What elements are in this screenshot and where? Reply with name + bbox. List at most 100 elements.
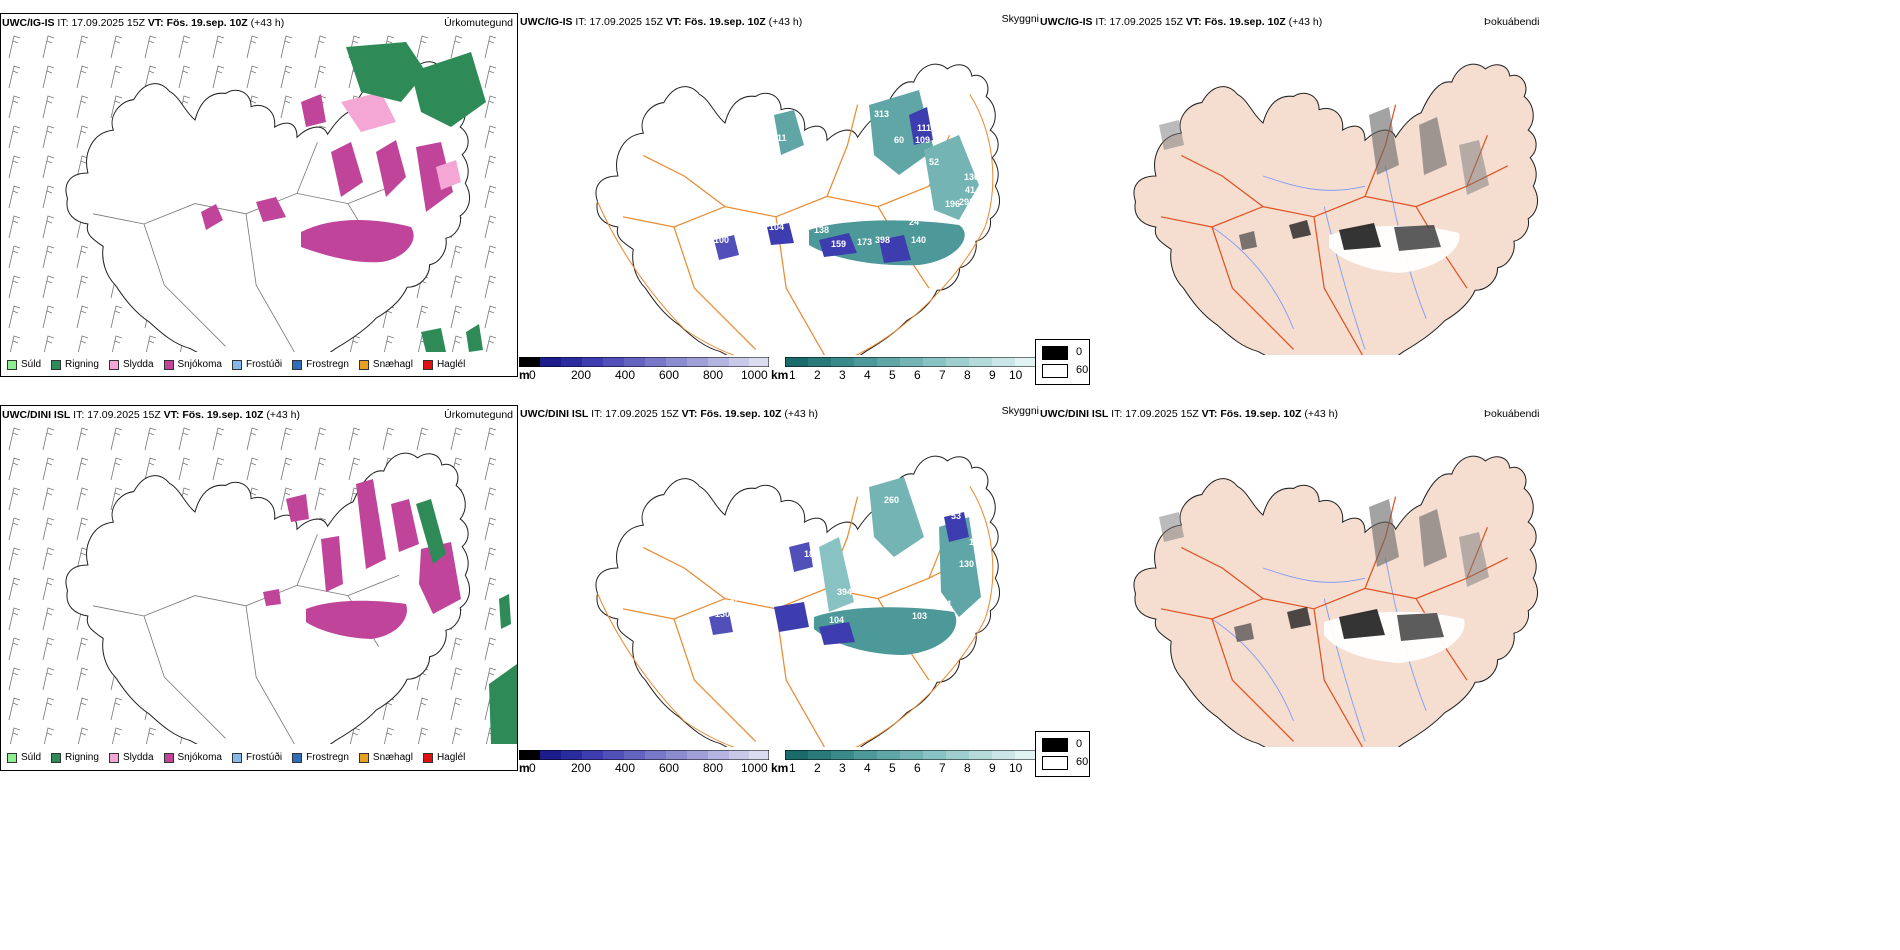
legend-swatch — [422, 752, 433, 763]
visibility-tick: 2 — [814, 761, 821, 775]
ceiling-label: 260 — [884, 495, 899, 505]
height-tick: 1000 — [741, 761, 768, 775]
legend-item: Haglél — [422, 359, 465, 370]
ceiling-label: 130 — [959, 559, 974, 569]
rain-area — [489, 664, 517, 744]
legend-label: Frostregn — [306, 359, 349, 370]
legend-item: Frostúði — [231, 359, 282, 370]
legend-swatch — [358, 359, 369, 370]
legend-label: Slydda — [122, 359, 154, 370]
precip-legend: Súld Rigning Slydda Snjókoma Frostúði Fr… — [7, 359, 465, 370]
snow-band — [301, 220, 414, 263]
vt-value: Fös. 19.sep. 10Z — [182, 409, 264, 421]
legend-label: Rigning — [65, 359, 99, 370]
legend-item: Súld — [7, 752, 41, 763]
snow-cell — [263, 589, 281, 606]
visibility-tick: 5 — [889, 368, 896, 382]
ceiling-low — [709, 612, 733, 635]
low-cloud — [774, 110, 804, 155]
legend-swatch — [108, 752, 119, 763]
road-ring — [597, 94, 994, 355]
vt-value: Fös. 19.sep. 10Z — [684, 16, 766, 28]
iceland-outline — [1133, 455, 1539, 747]
lead-time: (+43 h) — [784, 408, 818, 420]
legend-swatch — [231, 752, 242, 763]
it-label: IT: — [1111, 408, 1123, 420]
snow-band — [306, 600, 407, 639]
rain-area — [411, 52, 486, 127]
legend-item: Frostúði — [231, 752, 282, 763]
it-label: IT: — [575, 16, 587, 28]
fog-grey — [1459, 140, 1489, 195]
ceiling-label: 10 — [729, 219, 739, 229]
legend-label: Haglél — [436, 752, 466, 763]
low-cloud — [924, 135, 979, 220]
visibility-tick: 6 — [914, 761, 921, 775]
height-tick: 0 — [529, 368, 536, 382]
height-colorbar: m 0 200 400 600 800 1000 — [519, 750, 771, 775]
snow-cell — [391, 499, 419, 552]
lead-time: (+43 h) — [768, 16, 803, 28]
cloud-fields — [709, 477, 981, 655]
cloud-title: Skyggni — [1001, 405, 1039, 417]
fog-title: Þokuábendi — [1484, 16, 1540, 28]
precip-fields — [263, 479, 517, 744]
ceiling-label: 138 — [814, 225, 829, 235]
ceiling-label: 159 — [831, 239, 846, 249]
visibility-colorbar: km 1 2 3 4 5 6 7 8 9 10 — [771, 750, 1037, 775]
height-tick: 200 — [571, 368, 592, 382]
legend-label: Snjókoma — [177, 359, 222, 370]
rain-cell — [421, 328, 446, 352]
fog-grey — [1369, 499, 1399, 567]
ceiling-label: 24 — [909, 217, 919, 227]
ceiling-label: 18 — [804, 549, 814, 559]
ceiling-label: 181 — [937, 599, 952, 609]
height-colorbar: m 0 200 400 600 800 1000 — [519, 357, 771, 382]
rain-cell — [466, 324, 483, 352]
ceiling-low — [789, 542, 813, 572]
ceiling-low — [879, 235, 911, 263]
precip-fields — [201, 42, 486, 352]
lead-time: (+43 h) — [266, 409, 300, 421]
legend-item: Rigning — [51, 752, 99, 763]
lead-time: (+43 h) — [1304, 408, 1338, 420]
ceiling-label: 196 — [945, 199, 960, 209]
height-tick: 600 — [659, 761, 680, 775]
legend-item: Slydda — [108, 359, 154, 370]
legend-item: Frostregn — [292, 359, 349, 370]
ceiling-label: 173 — [857, 237, 872, 247]
low-cloud — [819, 537, 854, 612]
vt-value: Fös. 19.sep. 10Z — [1220, 408, 1302, 420]
legend-item: Snæhagl — [358, 359, 413, 370]
cloud-labels: 260 53 106 18 89 130 394 104 23 103 181 … — [715, 495, 984, 734]
sky-legend: 0 60 — [1035, 731, 1090, 777]
fog-grey — [1369, 107, 1399, 175]
visibility-tick: 3 — [839, 368, 846, 382]
ceiling-label: 291 — [959, 197, 974, 207]
ceiling-label: 100 — [714, 235, 729, 245]
model-name: UWC/IG-IS — [1040, 16, 1093, 28]
visibility-tick: 1 — [789, 368, 796, 382]
height-tick: 0 — [529, 761, 536, 775]
ceiling-label: 11 — [777, 133, 787, 143]
fog-dark — [1234, 623, 1254, 642]
panel-header: UWC/IG-IS IT: 17.09.2025 15Z VT: Fös. 19… — [1040, 16, 1322, 28]
cloud-map: 260 53 106 18 89 130 394 104 23 103 181 … — [595, 455, 1001, 747]
legend-swatch — [7, 359, 17, 370]
visibility-unit: km — [771, 761, 789, 775]
it-value: 17.09.2025 15Z — [1109, 16, 1183, 28]
sleet-cell — [436, 160, 461, 190]
vt-label: VT: — [1185, 16, 1202, 28]
visibility-unit: km — [771, 368, 789, 382]
fog-dark — [1397, 613, 1444, 641]
snow-cell — [331, 142, 363, 197]
vt-label: VT: — [163, 409, 180, 421]
height-tick: 800 — [703, 368, 724, 382]
legend-item: Frostregn — [292, 752, 349, 763]
visibility-tick: 8 — [964, 761, 971, 775]
ceiling-low — [774, 602, 809, 632]
legend-label: Frostregn — [306, 752, 349, 763]
it-value: 17.09.2025 15Z — [589, 16, 663, 28]
visibility-tick: 10 — [1009, 368, 1023, 382]
road-network — [92, 142, 400, 352]
